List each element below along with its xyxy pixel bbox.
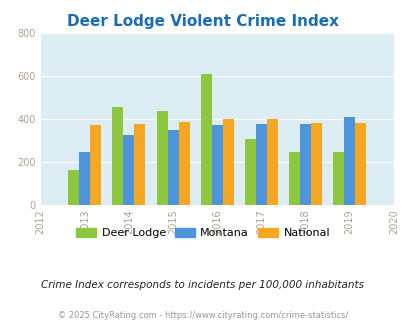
Bar [68,170,79,205]
Bar [266,119,277,205]
Bar [244,139,255,205]
Bar [112,107,123,205]
Bar [343,117,354,205]
Bar [299,123,310,205]
Bar [79,152,90,205]
Bar [90,125,101,205]
Bar [178,122,189,205]
Bar [310,123,321,205]
Bar [167,130,178,205]
Bar [211,125,222,205]
Legend: Deer Lodge, Montana, National: Deer Lodge, Montana, National [71,223,334,243]
Bar [156,111,167,205]
Bar [255,123,266,205]
Text: Deer Lodge Violent Crime Index: Deer Lodge Violent Crime Index [67,14,338,29]
Bar [354,123,365,205]
Text: © 2025 CityRating.com - https://www.cityrating.com/crime-statistics/: © 2025 CityRating.com - https://www.city… [58,311,347,320]
Text: Crime Index corresponds to incidents per 100,000 inhabitants: Crime Index corresponds to incidents per… [41,280,364,290]
Bar [200,74,211,205]
Bar [332,152,343,205]
Bar [134,123,145,205]
Bar [288,152,299,205]
Bar [222,119,233,205]
Bar [123,135,134,205]
